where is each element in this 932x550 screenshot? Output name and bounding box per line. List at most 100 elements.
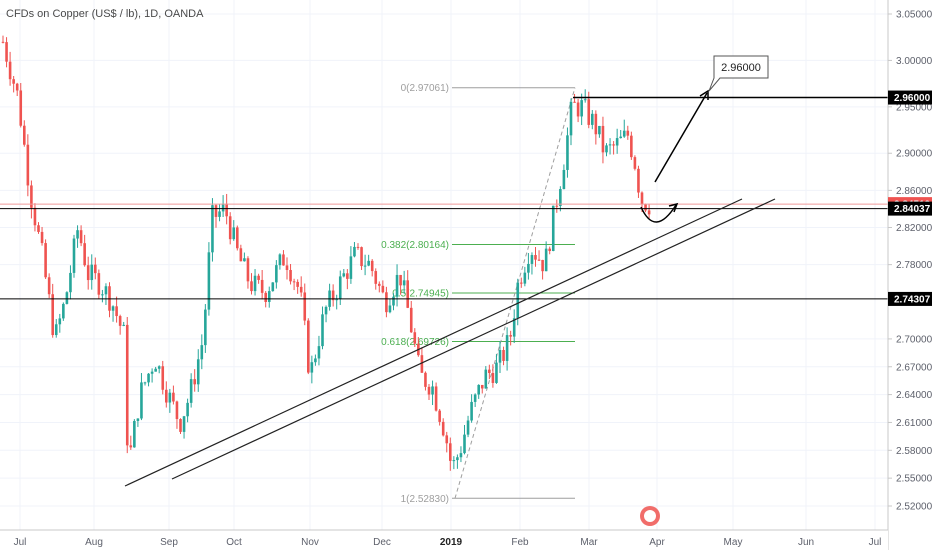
candle (438, 408, 441, 426)
candle-body (576, 102, 580, 117)
candle (477, 384, 480, 399)
candle (175, 400, 179, 429)
candle-body (463, 434, 466, 454)
candle-body (495, 362, 498, 383)
candle (520, 277, 523, 288)
candle (133, 419, 136, 448)
candle (537, 250, 541, 262)
candle (363, 254, 367, 276)
x-tick-label: 2019 (440, 537, 463, 548)
candle-body (640, 192, 644, 205)
candle (541, 259, 544, 280)
candle-body (484, 369, 488, 389)
candle (150, 368, 154, 383)
projection-arrowhead-2 (699, 89, 709, 100)
candle (275, 260, 278, 289)
candle (307, 318, 310, 375)
candle-body (466, 420, 470, 435)
candle-body (8, 61, 12, 80)
candle (161, 360, 165, 395)
candle (314, 354, 317, 366)
trendline-lower (124, 198, 743, 487)
candle-body (580, 100, 583, 117)
candle-body (363, 265, 367, 267)
candle (502, 346, 505, 366)
candle-body (292, 281, 296, 283)
candle (317, 335, 321, 366)
candle-body (331, 290, 335, 301)
projection-arrowhead-1 (668, 202, 679, 213)
candle-body (165, 389, 168, 403)
candle-body (250, 281, 253, 292)
candle-body (236, 227, 239, 249)
candle (374, 268, 378, 290)
candle (523, 266, 527, 287)
candle (534, 246, 537, 267)
candle (441, 418, 445, 437)
candle (431, 380, 434, 406)
candle (335, 294, 338, 310)
candle-body (37, 225, 40, 232)
candle (370, 259, 374, 277)
candle-body (630, 135, 633, 158)
candle-body (480, 384, 484, 389)
candle-body (619, 136, 622, 139)
candle-body (189, 379, 193, 403)
candle-body (502, 350, 505, 361)
candle (299, 276, 303, 297)
candle (498, 341, 502, 374)
candle-body (626, 130, 630, 136)
candle (615, 128, 619, 154)
candle-body (353, 246, 356, 257)
candle (551, 205, 555, 252)
x-tick-label: Feb (511, 537, 529, 548)
candle-body (157, 366, 161, 369)
candle-body (278, 254, 282, 266)
candle-body (548, 248, 551, 251)
y-tick-label: 2.86000 (896, 186, 932, 197)
candle-body (523, 272, 527, 284)
candle-body (551, 205, 555, 251)
candle-body (193, 379, 196, 385)
candle (630, 131, 633, 160)
trendline-upper (171, 198, 776, 480)
candle (236, 225, 239, 251)
candle (165, 381, 168, 408)
candle-body (402, 280, 406, 286)
price-tag-label: 2.96000 (894, 93, 931, 104)
candle (221, 195, 225, 218)
candle-body (534, 255, 537, 260)
candle-body (314, 358, 317, 363)
candle-body (591, 113, 594, 125)
candle-body (346, 273, 349, 279)
y-tick-label: 3.05000 (896, 10, 932, 21)
candle (555, 199, 559, 213)
target-callout-label: 2.96000 (721, 62, 761, 74)
candle-body (218, 211, 221, 217)
candle (111, 305, 115, 322)
candle (51, 283, 54, 338)
candle-body (438, 410, 441, 422)
candle-body (204, 309, 207, 346)
candle (94, 257, 97, 280)
candle (193, 369, 196, 392)
price-tag-2.74307 (888, 291, 932, 306)
candle-body (470, 401, 473, 421)
candle (172, 385, 175, 405)
candle (644, 203, 647, 213)
candle (101, 289, 104, 303)
candle-body (303, 292, 307, 321)
candle-body (33, 207, 37, 226)
candle (12, 75, 15, 93)
candle-body (196, 359, 200, 385)
candle-body (150, 371, 154, 374)
candle-body (488, 369, 491, 374)
candle (566, 127, 569, 178)
candle (62, 302, 65, 321)
candle (580, 93, 583, 126)
candle-body (285, 265, 289, 270)
candle-body (12, 79, 15, 84)
candle (196, 349, 200, 392)
